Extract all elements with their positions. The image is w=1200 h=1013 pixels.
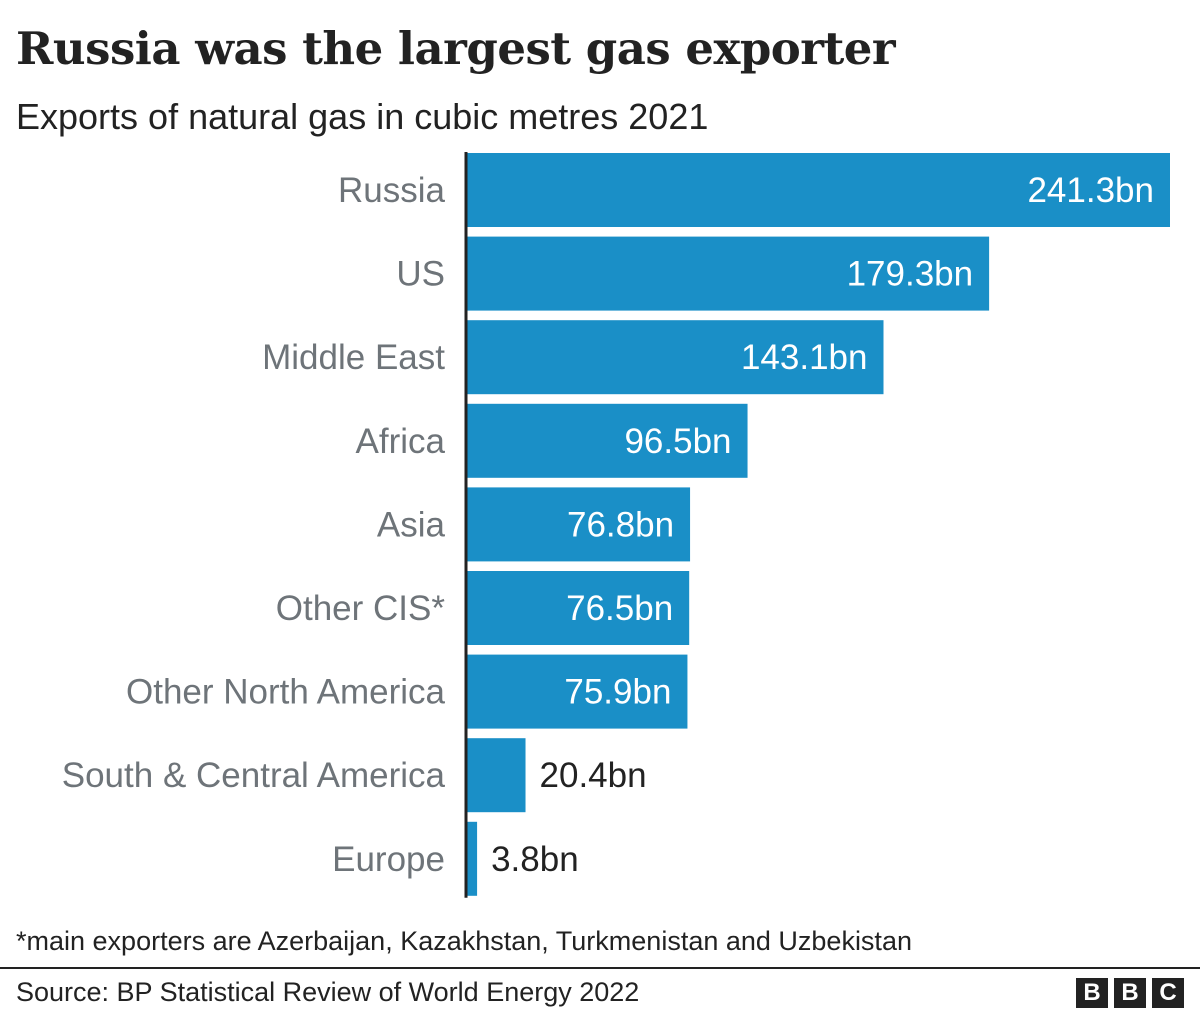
category-label: Middle East <box>262 338 445 377</box>
value-label: 143.1bn <box>741 338 868 377</box>
category-label: Other CIS* <box>276 589 446 628</box>
value-label: 20.4bn <box>540 756 647 795</box>
category-label: US <box>396 255 445 294</box>
logo-letter: C <box>1152 978 1184 1008</box>
bar <box>466 403 748 478</box>
category-label: Europe <box>332 840 445 879</box>
value-label: 75.9bn <box>564 673 671 712</box>
bar <box>466 236 990 311</box>
bbc-logo: B B C <box>1076 978 1184 1008</box>
chart-title: Russia was the largest gas exporter <box>16 22 896 75</box>
source-note: Source: BP Statistical Review of World E… <box>16 977 640 1007</box>
value-label: 76.8bn <box>567 505 674 544</box>
value-label: 3.8bn <box>491 840 579 879</box>
divider <box>0 967 1200 969</box>
value-label: 179.3bn <box>847 255 974 294</box>
category-label: Asia <box>377 505 446 544</box>
bar <box>466 153 1170 227</box>
category-label: Africa <box>356 422 446 461</box>
category-label: Russia <box>338 171 446 210</box>
chart-subtitle: Exports of natural gas in cubic metres 2… <box>16 96 709 137</box>
bar <box>466 821 478 896</box>
value-label: 241.3bn <box>1027 171 1154 210</box>
bar <box>466 738 526 813</box>
category-label: South & Central America <box>62 756 446 795</box>
value-label: 96.5bn <box>624 422 731 461</box>
logo-letter: B <box>1114 978 1146 1008</box>
category-label: Other North America <box>126 673 446 712</box>
bar <box>466 571 690 645</box>
bar <box>466 320 884 395</box>
bar <box>466 487 691 562</box>
value-label: 76.5bn <box>566 589 673 628</box>
footnote: *main exporters are Azerbaijan, Kazakhst… <box>16 926 912 956</box>
bar-chart: Russia 241.3bn US 179.3bn Middle East 143.1bn… <box>62 152 1170 898</box>
bar <box>466 654 688 729</box>
logo-letter: B <box>1076 978 1108 1008</box>
